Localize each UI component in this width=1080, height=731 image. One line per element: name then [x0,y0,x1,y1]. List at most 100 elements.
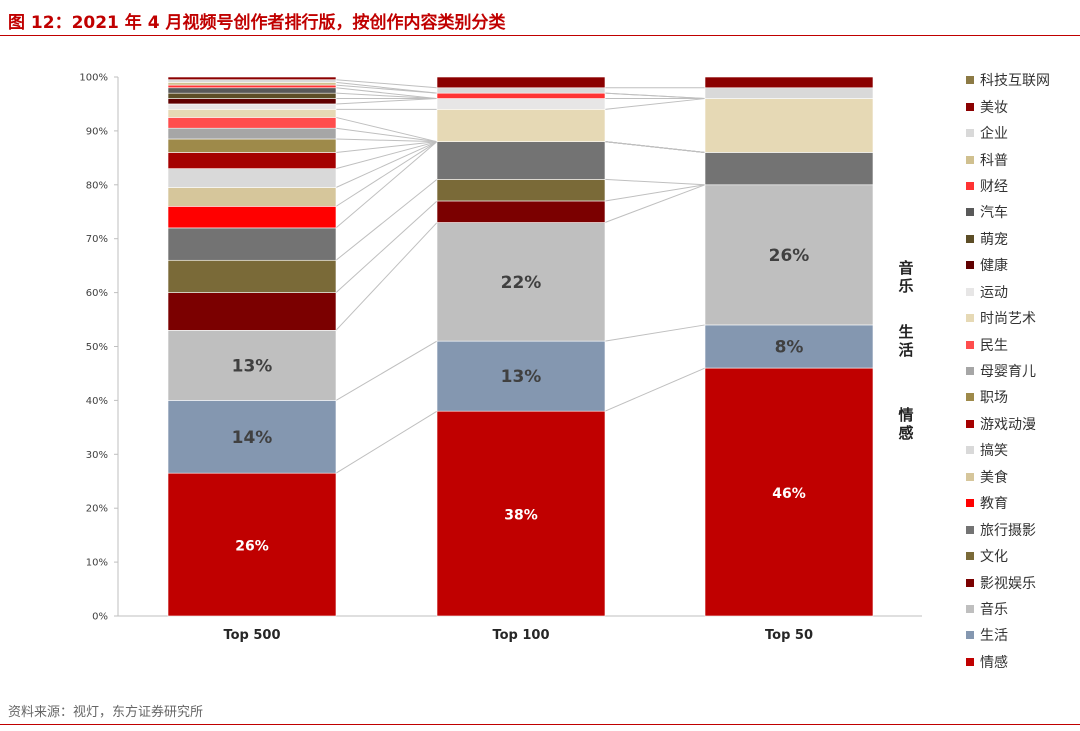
connector-line [604,92,706,100]
data-label: 46% [772,486,806,502]
bar-segment [167,117,337,129]
connector-line [335,340,438,401]
legend-item: 美妆 [966,93,1076,119]
legend-item: 影视娱乐 [966,569,1076,595]
legend-label: 民生 [980,337,1008,354]
y-tick-label: 60% [86,288,108,299]
bar-segment [436,76,606,89]
data-label: 26% [769,246,810,266]
legend-swatch [966,367,974,376]
connector-line [335,98,438,105]
legend-item: 母婴育儿 [966,358,1076,384]
bar-segment [436,87,606,94]
legend-label: 文化 [980,549,1008,566]
legend-item: 财经 [966,173,1076,199]
connector-line [604,178,706,186]
bar-segment [167,103,337,110]
bar-segment [436,200,606,223]
legend-swatch [966,208,974,217]
legend-swatch [966,499,974,508]
bar-segment [167,82,337,86]
bar-segment [167,330,337,401]
x-tick-label: Top 100 [492,628,549,643]
legend-swatch [966,287,974,296]
legend-label: 情感 [980,654,1008,671]
legend-item: 美食 [966,464,1076,490]
legend-label: 美食 [980,469,1008,486]
y-tick-label: 50% [86,342,108,353]
legend-item: 文化 [966,543,1076,569]
legend-label: 运动 [980,284,1008,301]
bar-segment [167,127,337,140]
bar-segment [167,168,337,188]
side-label-music: 音乐 [898,259,914,295]
legend-item: 时尚艺术 [966,305,1076,331]
legend-item: 科技互联网 [966,67,1076,93]
legend-item: 萌宠 [966,226,1076,252]
connector-line [604,324,706,342]
data-label: 38% [504,508,538,524]
connector-line [335,141,438,207]
data-label: 14% [232,428,273,448]
legend-swatch [966,102,974,111]
legend-item: 汽车 [966,199,1076,225]
connector-line [335,222,438,331]
bar-segment [704,367,874,617]
data-label: 13% [232,356,273,376]
legend-label: 健康 [980,258,1008,275]
connector-line [335,79,438,89]
legend-item: 旅行摄影 [966,516,1076,542]
connector-line [335,179,438,261]
legend-swatch [966,472,974,481]
legend-swatch [966,578,974,587]
legend-label: 职场 [980,390,1008,407]
legend-item: 健康 [966,252,1076,278]
y-tick-label: 80% [86,180,108,191]
data-label: 13% [501,367,542,387]
x-tick-label: Top 500 [223,628,280,643]
legend-label: 萌宠 [980,231,1008,248]
legend-swatch [966,604,974,613]
legend-swatch [966,76,974,85]
connector-line [604,367,706,412]
bar-segment [436,92,606,99]
bar-segment [167,79,337,83]
connector-line [604,141,706,153]
legend-swatch [966,419,974,428]
bar-segment [436,98,606,110]
bar-segment [436,141,606,180]
data-label: 22% [501,273,542,293]
side-label-emotion: 情感 [898,406,914,442]
legend-item: 运动 [966,279,1076,305]
bar-segment [704,87,874,99]
connector-line [335,92,438,100]
connector-line [335,138,438,143]
connector-line [604,98,706,110]
legend-swatch [966,314,974,323]
legend-label: 游戏动漫 [980,416,1036,433]
y-tick-label: 20% [86,504,108,515]
legend-label: 影视娱乐 [980,575,1036,592]
connector-line [335,410,438,474]
legend-label: 音乐 [980,601,1008,618]
legend-item: 游戏动漫 [966,411,1076,437]
connector-line [335,141,438,170]
legend-item: 生活 [966,622,1076,648]
legend-label: 教育 [980,496,1008,513]
bar-segment [167,98,337,105]
bar-segment [167,138,337,153]
connector-line [335,141,438,153]
connector-line [335,141,438,188]
legend-label: 美妆 [980,99,1008,116]
top-rule [0,35,1080,36]
connector-line [604,184,706,202]
legend-item: 音乐 [966,596,1076,622]
bar-segment [167,227,337,261]
bar-segment [167,292,337,331]
legend-swatch [966,525,974,534]
legend-swatch [966,155,974,164]
bottom-rule [0,724,1080,725]
legend-swatch [966,657,974,666]
legend-label: 母婴育儿 [980,364,1036,381]
